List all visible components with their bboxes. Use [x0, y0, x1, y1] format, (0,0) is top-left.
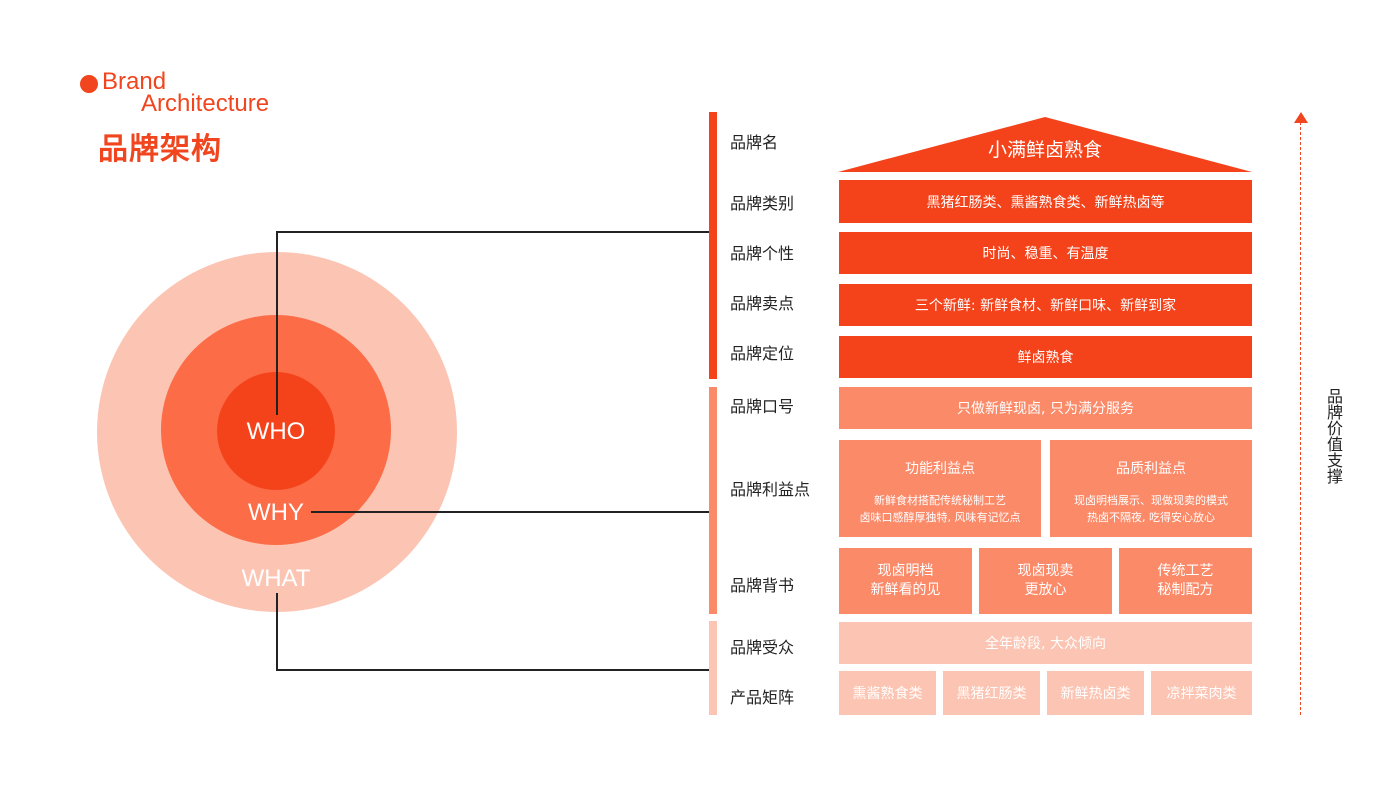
endorsement-box: 传统工艺 秘制配方: [1119, 548, 1252, 614]
product-box: 黑猪红肠类: [943, 671, 1040, 715]
who-connector-vertical: [276, 231, 278, 415]
positioning-box: 鲜卤熟食: [839, 336, 1252, 378]
why-connector: [311, 511, 709, 513]
endorsement-line2: 新鲜看的见: [870, 582, 941, 598]
value-axis-label: 品牌价值支撑: [1324, 388, 1343, 484]
why-label: WHY: [248, 499, 304, 526]
page-title: 品牌架构: [98, 132, 222, 167]
function-benefit-line1: 新鲜食材搭配传统秘制工艺: [874, 494, 1006, 507]
brand-name-roof: [838, 117, 1252, 172]
personality-box: 时尚、稳重、有温度: [839, 232, 1252, 274]
row-label-benefits: 品牌利益点: [730, 480, 811, 499]
why-category-bar: [709, 387, 717, 614]
row-label-personality: 品牌个性: [730, 244, 795, 263]
row-label-selling-point: 品牌卖点: [730, 294, 795, 313]
endorsement-box: 现卤现卖 更放心: [979, 548, 1112, 614]
brand-dot-icon: [80, 75, 98, 93]
quality-benefit-line1: 现卤明档展示、现做现卖的模式: [1074, 494, 1228, 507]
who-connector-horizontal: [276, 231, 709, 233]
slogan-box: 只做新鲜现卤, 只为满分服务: [839, 387, 1252, 429]
title-en-line1: Brand: [102, 68, 167, 95]
product-box: 熏酱熟食类: [839, 671, 936, 715]
row-label-category: 品牌类别: [730, 194, 795, 213]
quality-benefit-desc: 现卤明档展示、现做现卖的模式 热卤不隔夜, 吃得安心放心: [1074, 492, 1228, 526]
quality-benefit-line2: 热卤不隔夜, 吃得安心放心: [1087, 511, 1215, 524]
row-label-audience: 品牌受众: [730, 638, 795, 657]
what-label: WHAT: [241, 565, 311, 592]
endorsement-line1: 现卤现卖: [1017, 563, 1074, 579]
what-connector-vertical: [276, 593, 278, 670]
arrow-up-icon: [1294, 112, 1308, 123]
function-benefit-line2: 卤味口感醇厚独特, 风味有记忆点: [859, 511, 1021, 524]
product-box: 凉拌菜肉类: [1151, 671, 1252, 715]
row-label-positioning: 品牌定位: [730, 344, 795, 363]
product-box: 新鲜热卤类: [1047, 671, 1144, 715]
quality-benefit-box: 品质利益点 现卤明档展示、现做现卖的模式 热卤不隔夜, 吃得安心放心: [1050, 440, 1252, 537]
function-benefit-box: 功能利益点 新鲜食材搭配传统秘制工艺 卤味口感醇厚独特, 风味有记忆点: [839, 440, 1041, 537]
who-category-bar: [709, 112, 717, 379]
category-box: 黑猪红肠类、熏酱熟食类、新鲜热卤等: [839, 180, 1252, 223]
brand-name-text: 小满鲜卤熟食: [987, 139, 1102, 161]
row-label-endorsement: 品牌背书: [730, 576, 795, 595]
row-label-products: 产品矩阵: [730, 688, 795, 707]
value-axis-line: [1300, 122, 1301, 715]
what-category-bar: [709, 621, 717, 715]
title-en-line2: Architecture: [141, 90, 270, 117]
what-connector-horizontal: [276, 669, 709, 671]
audience-box: 全年龄段, 大众倾向: [839, 622, 1252, 664]
endorsement-line1: 现卤明档: [877, 563, 934, 579]
function-benefit-title: 功能利益点: [905, 461, 975, 477]
quality-benefit-title: 品质利益点: [1116, 461, 1186, 477]
endorsement-line2: 秘制配方: [1157, 582, 1214, 598]
who-label: WHO: [246, 418, 306, 445]
row-label-name: 品牌名: [730, 133, 779, 152]
function-benefit-desc: 新鲜食材搭配传统秘制工艺 卤味口感醇厚独特, 风味有记忆点: [860, 492, 1021, 526]
row-label-slogan: 品牌口号: [730, 397, 795, 416]
endorsement-line1: 传统工艺: [1157, 563, 1214, 579]
endorsement-line2: 更放心: [1024, 582, 1067, 598]
selling-point-box: 三个新鲜: 新鲜食材、新鲜口味、新鲜到家: [839, 284, 1252, 326]
endorsement-box: 现卤明档 新鲜看的见: [839, 548, 972, 614]
